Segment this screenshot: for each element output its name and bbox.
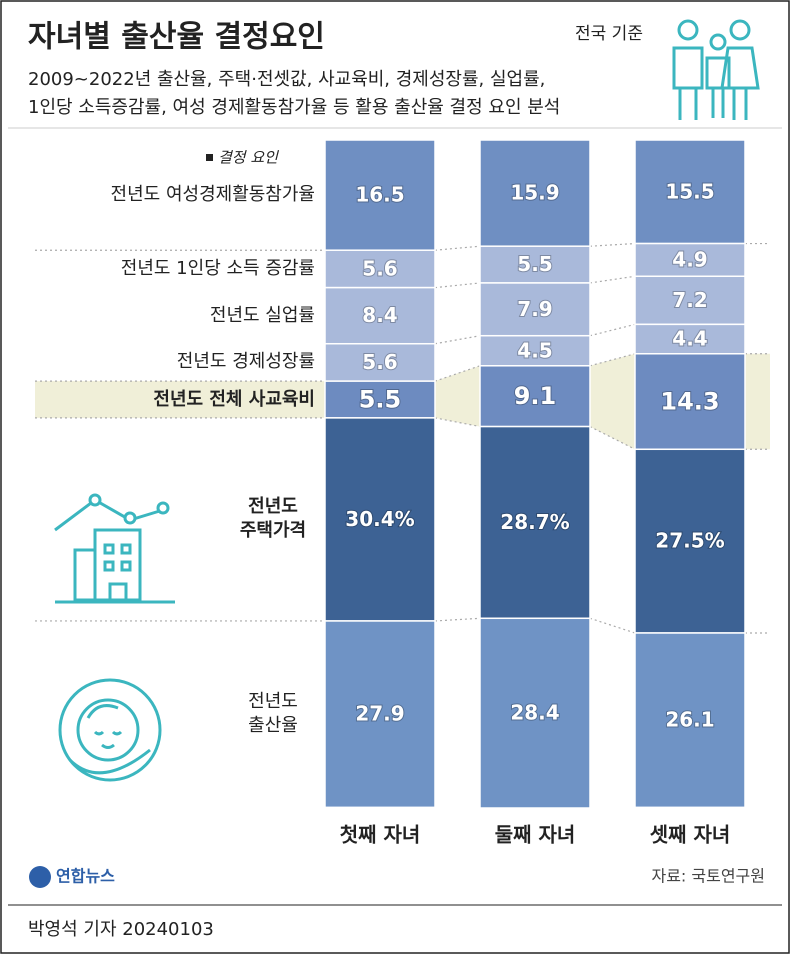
category-label: 둘째 자녀	[495, 823, 576, 847]
subtitle-line: 1인당 소득증감률, 여성 경제활동참가율 등 활용 출산율 결정 요인 분석	[28, 97, 560, 118]
subtitle-line: 2009~2022년 출산율, 주택·전셋값, 사교육비, 경제성장률, 실업률…	[28, 69, 545, 90]
value-label: 9.1	[514, 382, 557, 410]
bar-segment	[324, 620, 436, 809]
value-label: 27.9	[355, 702, 404, 726]
family-icon	[672, 19, 760, 120]
series-label: 전년도 전체 사교육비	[153, 388, 315, 410]
connector-line	[434, 617, 481, 622]
value-label: 28.4	[510, 701, 559, 725]
value-label: 4.5	[517, 338, 552, 362]
value-label: 30.4%	[345, 507, 414, 531]
bar-segment	[324, 249, 436, 289]
value-label: 8.4	[362, 303, 397, 327]
connector-line	[434, 335, 481, 345]
series-label: 전년도 여성경제활동참가율	[110, 184, 315, 206]
value-label: 7.2	[672, 288, 707, 312]
connector-line	[589, 242, 636, 247]
value-label: 4.4	[672, 327, 707, 351]
series-label: 전년도 실업률	[209, 304, 315, 326]
value-label: 5.5	[517, 252, 552, 276]
series-label: 전년도 주택가격	[239, 496, 307, 542]
value-label: 5.6	[362, 256, 397, 280]
bar-segment	[634, 275, 746, 326]
value-label: 15.9	[510, 181, 559, 205]
value-label: 16.5	[355, 183, 404, 207]
note: 전국 기준	[575, 24, 643, 44]
value-label: 26.1	[665, 708, 714, 732]
logo: 연합뉴스	[56, 867, 115, 886]
series-label: 전년도 1인당 소득 증감률	[120, 257, 315, 279]
baby-icon	[58, 678, 162, 782]
bar-segment	[634, 242, 746, 278]
series-label: 전년도 경제성장률	[176, 351, 315, 373]
byline: 박영석 기자 20240103	[28, 919, 214, 940]
bar-segment	[324, 286, 436, 345]
building-icon	[54, 493, 175, 604]
value-label: 4.9	[672, 247, 707, 271]
bar-segment	[479, 245, 591, 284]
bar-segment	[324, 139, 436, 251]
bar-segment	[634, 632, 746, 809]
bar-segment	[634, 323, 746, 355]
connector-line	[589, 323, 636, 337]
bar-segment	[634, 448, 746, 634]
category-label: 셋째 자녀	[650, 823, 731, 847]
logo-mark	[29, 866, 51, 888]
bar-segment	[324, 417, 436, 622]
value-label: 7.9	[517, 297, 552, 321]
bar-segment	[324, 380, 436, 419]
value-label: 5.6	[362, 350, 397, 374]
title: 자녀별 출산율 결정요인	[28, 20, 325, 55]
bar-segment	[634, 353, 746, 451]
source: 자료: 국토연구원	[651, 867, 765, 886]
bar-segment	[479, 365, 591, 428]
value-label: 14.3	[660, 388, 719, 416]
connector-line	[589, 617, 636, 634]
value-label: 27.5%	[655, 529, 724, 553]
bar-segment	[479, 617, 591, 809]
legend-title: 결정 요인	[218, 149, 279, 167]
connector-line	[589, 426, 636, 450]
series-label: 전년도 출산율	[248, 691, 298, 737]
bar-segment	[479, 139, 591, 247]
connector-line	[589, 275, 636, 284]
value-label: 5.5	[359, 386, 402, 414]
value-label: 28.7%	[500, 510, 569, 534]
bar-segment	[324, 342, 436, 382]
legend-marker	[206, 154, 213, 161]
connector-line	[434, 245, 481, 251]
category-label: 첫째 자녀	[340, 823, 421, 847]
connector-line	[434, 282, 481, 289]
value-label: 15.5	[665, 179, 714, 203]
